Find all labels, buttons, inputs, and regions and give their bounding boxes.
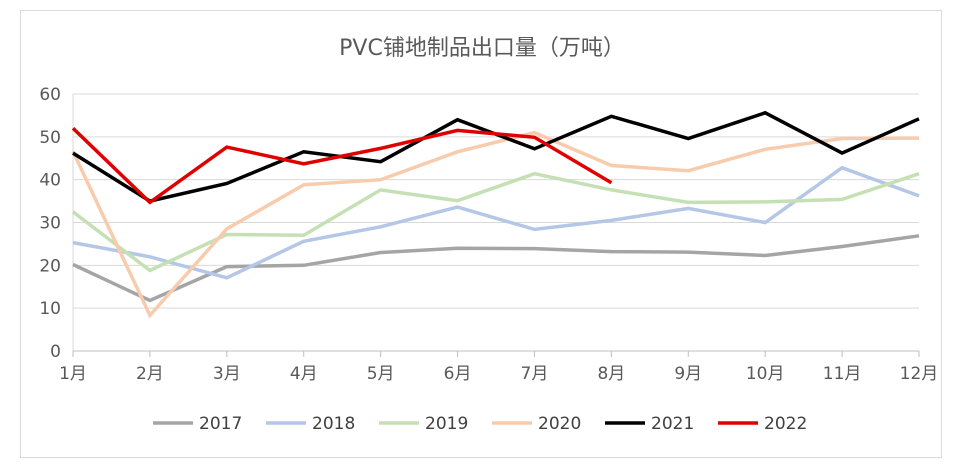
x-tick-label: 5月 <box>367 364 395 384</box>
legend-label: 2018 <box>312 414 355 434</box>
chart-frame: PVC铺地制品出口量（万吨） 0 10 20 30 40 50 60 1月 2月 3月 4月 5月 6… <box>20 10 942 458</box>
legend-item-2018: 2018 <box>266 414 355 434</box>
series-lines <box>71 110 920 319</box>
legend-item-2017: 2017 <box>153 414 242 434</box>
x-axis: 1月 2月 3月 4月 5月 6月 7月 8月 9月 10月 11月 12月 <box>59 94 938 384</box>
x-tick-label: 1月 <box>59 364 87 384</box>
y-tick-label: 20 <box>39 256 61 276</box>
legend-label: 2019 <box>425 414 468 434</box>
y-tick-label: 60 <box>39 85 61 105</box>
legend-label: 2022 <box>764 414 807 434</box>
x-tick-label: 8月 <box>597 364 625 384</box>
x-tick-label: 7月 <box>521 364 549 384</box>
y-tick-label: 50 <box>39 128 61 148</box>
line-chart: PVC铺地制品出口量（万吨） 0 10 20 30 40 50 60 1月 2月 3月 4月 5月 6… <box>39 36 938 434</box>
legend-item-2019: 2019 <box>379 414 468 434</box>
legend-label: 2020 <box>538 414 581 434</box>
y-tick-label: 0 <box>50 342 61 362</box>
series-line-2020 <box>71 130 920 319</box>
grid-lines <box>73 93 919 352</box>
y-tick-label: 30 <box>39 214 61 234</box>
series-line-2018 <box>72 165 920 280</box>
y-axis-ticks: 0 10 20 30 40 50 60 <box>39 85 61 362</box>
y-tick-label: 40 <box>39 171 61 191</box>
x-tick-label: 11月 <box>823 364 862 384</box>
x-tick-label: 12月 <box>900 364 939 384</box>
x-tick-label: 4月 <box>290 364 318 384</box>
x-tick-label: 2月 <box>136 364 164 384</box>
x-tick-label: 9月 <box>674 364 702 384</box>
x-tick-label: 6月 <box>444 364 472 384</box>
legend-item-2022: 2022 <box>718 414 807 434</box>
x-tick-label: 10月 <box>746 364 785 384</box>
legend-item-2021: 2021 <box>605 414 694 434</box>
x-tick-label: 3月 <box>213 364 241 384</box>
series-line-2017 <box>72 234 920 303</box>
legend: 2017 2018 2019 2020 2021 2022 <box>153 414 807 434</box>
y-tick-label: 10 <box>39 299 61 319</box>
legend-label: 2021 <box>651 414 694 434</box>
legend-label: 2017 <box>199 414 242 434</box>
legend-item-2020: 2020 <box>492 414 581 434</box>
series-line-2019 <box>71 171 920 273</box>
chart-title: PVC铺地制品出口量（万吨） <box>339 36 625 61</box>
series-line-2022 <box>71 127 613 205</box>
